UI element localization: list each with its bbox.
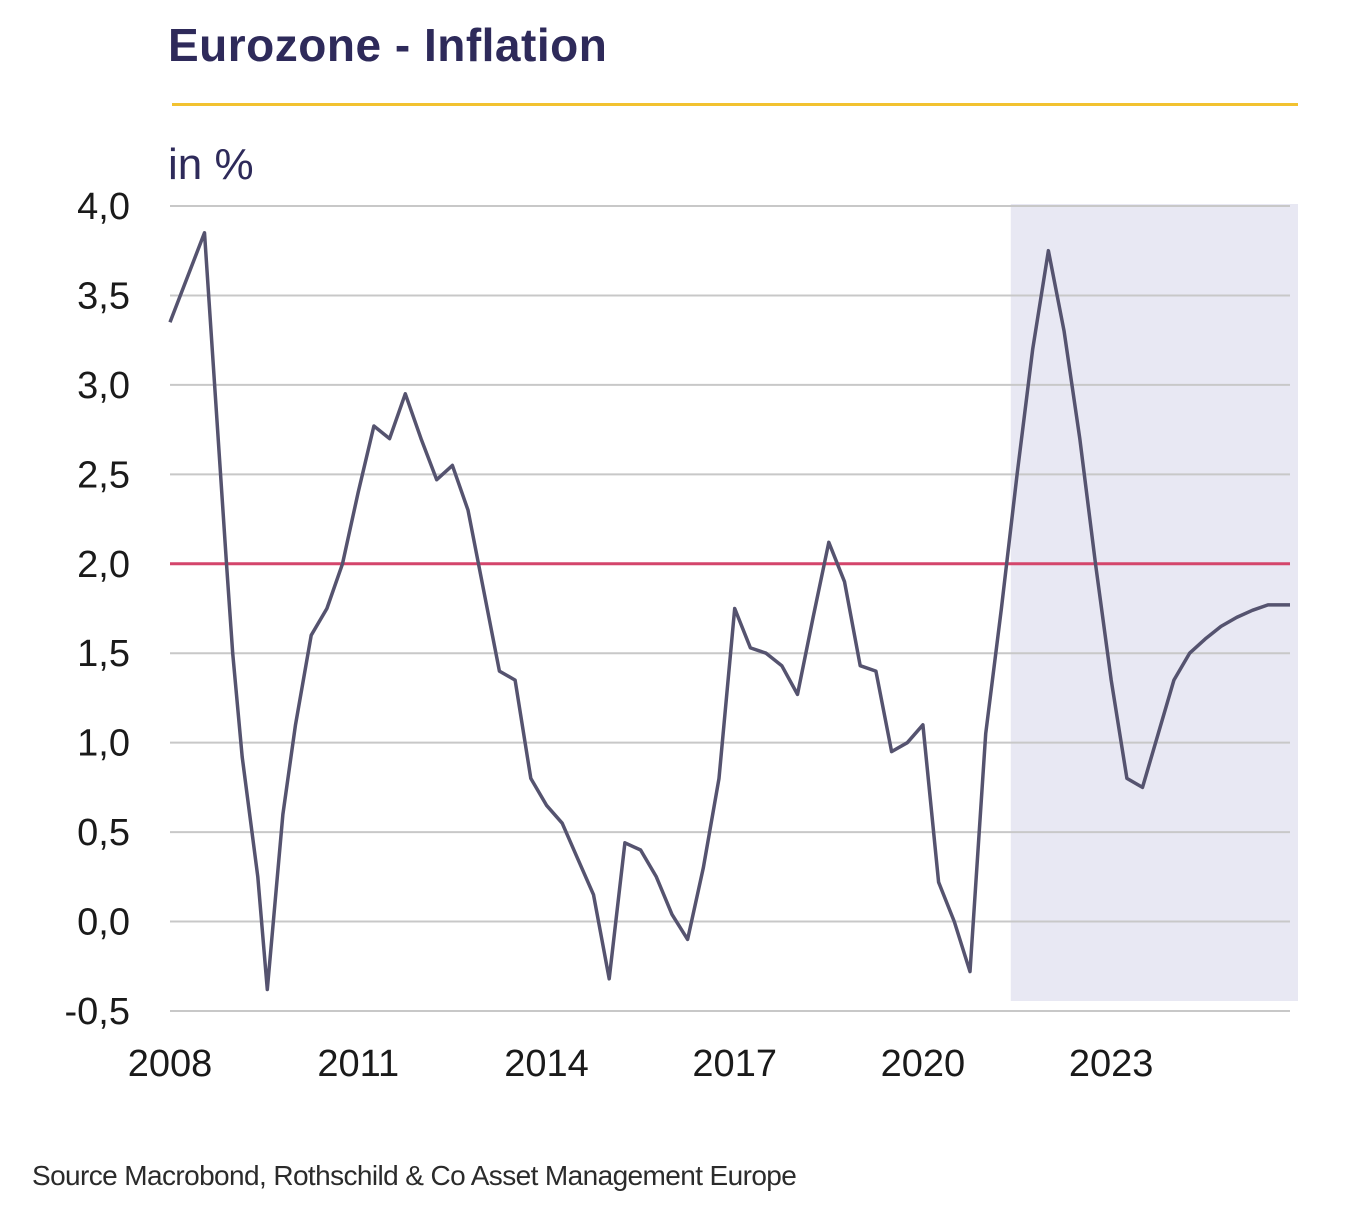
x-tick-label: 2017	[692, 1043, 777, 1085]
x-tick-label: 2014	[504, 1043, 589, 1085]
unit-label: in %	[168, 140, 254, 189]
y-tick-label: 3,0	[77, 365, 130, 407]
y-tick-label: 1,5	[77, 633, 130, 675]
chart-title: Eurozone - Inflation	[168, 19, 608, 71]
y-tick-label: 1,0	[77, 723, 130, 765]
forecast-band	[1010, 204, 1298, 1001]
y-tick-label: -0,5	[65, 991, 130, 1033]
x-tick-label: 2023	[1069, 1043, 1154, 1085]
y-tick-label: 0,0	[77, 902, 130, 944]
y-tick-label: 3,5	[77, 275, 130, 317]
x-tick-label: 2008	[128, 1043, 213, 1085]
x-tick-label: 2020	[881, 1043, 966, 1085]
inflation-series-line	[168, 231, 1290, 992]
title-underline	[172, 103, 1298, 106]
y-tick-label: 0,5	[77, 812, 130, 854]
x-tick-label: 2011	[317, 1043, 399, 1085]
y-tick-label: 4,0	[77, 186, 130, 228]
source-note: Source Macrobond, Rothschild & Co Asset …	[32, 1160, 797, 1191]
y-tick-label: 2,5	[77, 454, 130, 496]
y-tick-label: 2,0	[77, 544, 130, 586]
